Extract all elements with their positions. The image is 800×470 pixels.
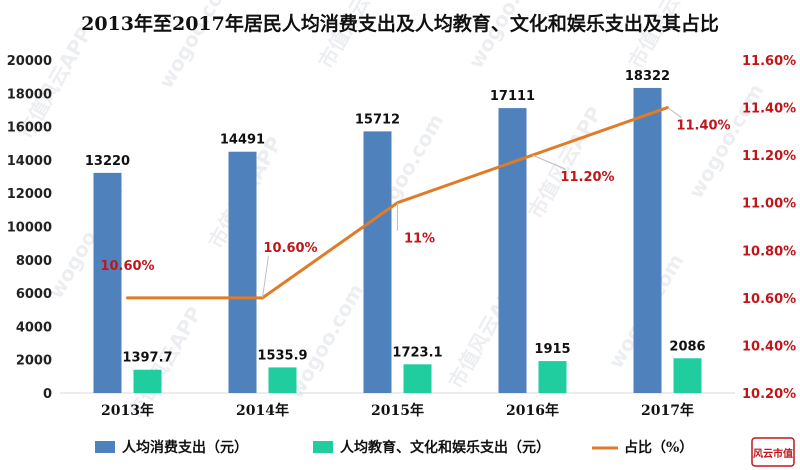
left-tick-label: 20000 bbox=[7, 54, 52, 69]
bar-consumption-label: 17111 bbox=[490, 89, 535, 104]
bar-education-label: 1535.9 bbox=[257, 348, 307, 363]
right-tick-label: 11.20% bbox=[742, 149, 796, 164]
left-tick-label: 0 bbox=[43, 387, 52, 402]
legend-label-education: 人均教育、文化和娱乐支出（元） bbox=[340, 439, 550, 456]
bar-education bbox=[268, 367, 297, 393]
left-tick-label: 12000 bbox=[7, 187, 52, 202]
left-tick-label: 16000 bbox=[7, 121, 52, 136]
category-label: 2015年 bbox=[371, 402, 424, 419]
ratio-leader-line bbox=[532, 154, 566, 170]
left-tick-label: 6000 bbox=[16, 287, 52, 302]
ratio-label: 11.40% bbox=[676, 119, 730, 134]
watermark-text: 市值风云APP bbox=[524, 102, 607, 222]
bar-education bbox=[403, 364, 432, 393]
left-tick-label: 14000 bbox=[7, 154, 52, 169]
right-tick-label: 10.80% bbox=[742, 244, 796, 259]
bar-consumption bbox=[93, 172, 122, 393]
bar-consumption bbox=[228, 151, 257, 393]
bar-education-label: 1915 bbox=[534, 342, 570, 357]
legend-label-consumption: 人均消费支出（元） bbox=[122, 439, 248, 456]
legend-swatch-education bbox=[313, 441, 333, 453]
left-tick-label: 2000 bbox=[16, 354, 52, 369]
bar-consumption-label: 14491 bbox=[220, 133, 265, 148]
legend: 人均消费支出（元） 人均教育、文化和娱乐支出（元） 占比（%） bbox=[95, 439, 693, 456]
legend-label-ratio: 占比（%） bbox=[624, 439, 693, 456]
x-axis-categories: 2013年 2014年 2015年 2016年 2017年 bbox=[101, 402, 694, 419]
bar-education-label: 1397.7 bbox=[122, 351, 172, 366]
category-label: 2014年 bbox=[236, 402, 289, 419]
right-tick-label: 10.60% bbox=[742, 292, 796, 307]
category-label: 2013年 bbox=[101, 402, 154, 419]
ratio-label: 11.20% bbox=[560, 170, 614, 185]
right-tick-label: 10.40% bbox=[742, 339, 796, 354]
line-series: 10.60% 10.60% 11% 11.20% 11.40% bbox=[100, 106, 731, 300]
right-tick-label: 10.20% bbox=[742, 387, 796, 402]
left-tick-label: 10000 bbox=[7, 221, 52, 236]
bar-education bbox=[538, 361, 567, 393]
watermark-text: 市值风云APP bbox=[314, 0, 397, 73]
category-label: 2016年 bbox=[506, 402, 559, 419]
chart-title: 2013年至2017年居民人均消费支出及人均教育、文化和娱乐支出及其占比 bbox=[81, 12, 719, 35]
left-tick-label: 8000 bbox=[16, 254, 52, 269]
right-tick-label: 11.00% bbox=[742, 197, 796, 212]
bar-education-label: 2086 bbox=[669, 339, 705, 354]
left-y-axis: 0 2000 4000 6000 8000 10000 12000 14000 16000 180… bbox=[7, 54, 52, 402]
watermark-text: wogoo.com bbox=[464, 0, 549, 73]
ratio-label: 11% bbox=[404, 232, 435, 247]
ratio-label: 10.60% bbox=[100, 259, 154, 274]
right-y-axis: 10.20% 10.40% 10.60% 10.80% 11.00% 11.20% 11.4… bbox=[742, 54, 796, 402]
bar-education bbox=[673, 358, 702, 393]
right-tick-label: 11.60% bbox=[742, 54, 796, 69]
bar-education bbox=[133, 369, 162, 393]
bar-series: 13220 1397.7 14491 1535.9 15712 1723.1 17111 19… bbox=[60, 69, 735, 394]
brand-logo: 风云市值 bbox=[751, 437, 795, 467]
bar-consumption-label: 15712 bbox=[355, 112, 400, 127]
right-tick-label: 11.40% bbox=[742, 102, 796, 117]
category-label: 2017年 bbox=[641, 402, 694, 419]
bar-consumption bbox=[363, 131, 392, 393]
left-tick-label: 18000 bbox=[7, 87, 52, 102]
logo-frame bbox=[751, 437, 795, 467]
watermark-text: wogoo.com bbox=[684, 80, 769, 203]
ratio-leader-line bbox=[262, 255, 269, 298]
logo-text: 风云市值 bbox=[753, 447, 793, 460]
ratio-point bbox=[126, 296, 129, 300]
bar-consumption-label: 18322 bbox=[625, 69, 670, 84]
bar-consumption bbox=[498, 108, 527, 393]
bar-consumption bbox=[633, 87, 662, 394]
left-tick-label: 4000 bbox=[16, 320, 52, 335]
watermark-text: 市值风云APP bbox=[624, 0, 707, 73]
ratio-leader-line bbox=[667, 107, 682, 118]
legend-swatch-consumption bbox=[95, 441, 115, 453]
ratio-label: 10.60% bbox=[263, 241, 317, 256]
bar-education-label: 1723.1 bbox=[392, 345, 442, 360]
bar-consumption-label: 13220 bbox=[85, 154, 130, 169]
